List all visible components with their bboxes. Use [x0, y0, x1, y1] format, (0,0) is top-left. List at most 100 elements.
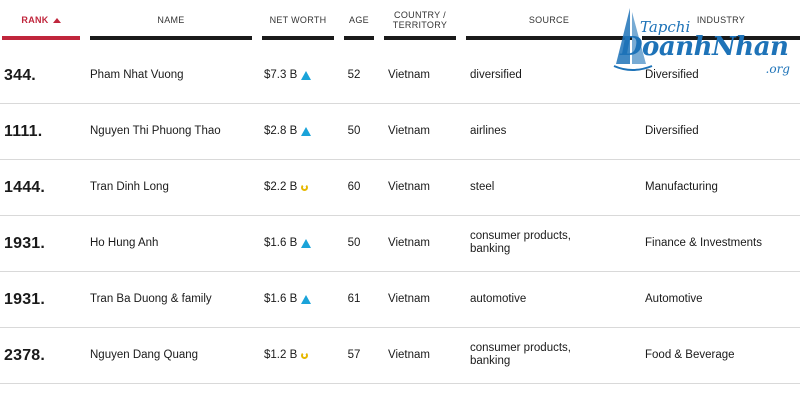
sort-ascending-icon	[52, 17, 61, 23]
column-header-age[interactable]: AGE	[344, 0, 374, 40]
header-underline	[262, 36, 334, 40]
age-cell: 60	[347, 180, 361, 193]
industry-cell: Automotive	[645, 292, 703, 305]
name-header-label: NAME	[157, 15, 185, 25]
source-line1: airlines	[470, 124, 507, 137]
net-worth-value: $1.6 B	[264, 292, 298, 305]
source-cell: consumer products, banking	[470, 215, 636, 271]
industry-cell: Diversified	[645, 124, 699, 137]
table-row[interactable]: 1931. Tran Ba Duong & family $1.6 B 61 Vietn…	[0, 271, 800, 328]
flat-icon	[301, 351, 309, 359]
net-worth-value: $7.3 B	[264, 68, 298, 81]
table-row[interactable]: 1111. Nguyen Thi Phuong Thao $2.8 B 50 Vietn…	[0, 103, 800, 160]
header-underline	[90, 36, 252, 40]
column-header-country[interactable]: COUNTRY / TERRITORY	[384, 0, 456, 40]
billionaires-table: RANK NAME NET WORTH AGE COUNTRY / TERRIT…	[0, 0, 800, 384]
up-icon	[301, 70, 312, 80]
age-cell: 50	[347, 124, 361, 137]
age-cell: 61	[347, 292, 361, 305]
industry-cell: Food & Beverage	[645, 348, 735, 361]
source-line1: consumer products,	[470, 342, 571, 354]
person-name-link[interactable]: Tran Dinh Long	[90, 180, 169, 193]
source-cell: diversified	[470, 47, 636, 103]
net-worth-cell: $1.2 B	[264, 327, 340, 383]
source-line2: banking	[470, 355, 511, 367]
active-sort-bar	[2, 36, 80, 40]
person-name-link[interactable]: Nguyen Thi Phuong Thao	[90, 124, 221, 137]
industry-cell: Diversified	[645, 68, 699, 81]
source-cell: steel	[470, 159, 636, 215]
person-name-link[interactable]: Nguyen Dang Quang	[90, 348, 199, 361]
column-header-rank[interactable]: RANK	[2, 0, 80, 40]
country-cell: Vietnam	[388, 68, 430, 81]
net-worth-cell: $2.8 B	[264, 103, 340, 159]
table-row[interactable]: 2378. Nguyen Dang Quang $1.2 B 57 Vietnam con…	[0, 327, 800, 384]
table-header: RANK NAME NET WORTH AGE COUNTRY / TERRIT…	[0, 0, 800, 40]
header-underline	[384, 36, 456, 40]
table-row[interactable]: 1931. Ho Hung Anh $1.6 B 50 Vietnam consumer …	[0, 215, 800, 272]
rank-cell: 1444.	[4, 178, 46, 196]
name-cell[interactable]: Ho Hung Anh	[90, 215, 260, 271]
rank-cell: 1931.	[4, 234, 46, 252]
source-line1: diversified	[470, 68, 522, 81]
industry-header-label: INDUSTRY	[696, 15, 746, 25]
rank-cell: 1931.	[4, 290, 46, 308]
net-worth-value: $2.2 B	[264, 180, 298, 193]
age-cell: 57	[347, 348, 361, 361]
country-cell: Vietnam	[388, 124, 430, 137]
up-icon	[301, 294, 312, 304]
header-underline	[642, 36, 800, 40]
country-cell: Vietnam	[388, 292, 430, 305]
rank-cell: 1111.	[4, 122, 43, 140]
country-header-line2: TERRITORY	[392, 20, 448, 30]
name-cell[interactable]: Tran Ba Duong & family	[90, 271, 260, 327]
header-underline	[466, 36, 632, 40]
net-worth-value: $1.6 B	[264, 236, 298, 249]
net-worth-cell: $1.6 B	[264, 215, 340, 271]
age-header-label: AGE	[349, 15, 369, 25]
source-header-label: SOURCE	[528, 15, 570, 25]
table-row[interactable]: 1444. Tran Dinh Long $2.2 B 60 Vietnam steel M…	[0, 159, 800, 216]
rank-header-label: RANK	[21, 15, 49, 25]
industry-cell: Manufacturing	[645, 180, 718, 193]
age-cell: 50	[347, 236, 361, 249]
age-cell: 52	[347, 68, 361, 81]
source-line1: steel	[470, 180, 495, 193]
source-line2: banking	[470, 243, 511, 255]
table-row[interactable]: 344. Pham Nhat Vuong $7.3 B 52 Vietnam divers…	[0, 47, 800, 104]
up-icon	[301, 126, 312, 136]
country-cell: Vietnam	[388, 180, 430, 193]
country-header-line1: COUNTRY /	[394, 10, 446, 20]
column-header-industry[interactable]: INDUSTRY	[642, 0, 800, 40]
flat-icon	[301, 183, 309, 191]
industry-cell: Finance & Investments	[645, 236, 762, 249]
name-cell[interactable]: Nguyen Dang Quang	[90, 327, 260, 383]
source-line1: automotive	[470, 292, 527, 305]
net-worth-cell: $7.3 B	[264, 47, 340, 103]
column-header-name[interactable]: NAME	[90, 0, 252, 40]
net-worth-value: $2.8 B	[264, 124, 298, 137]
up-icon	[301, 238, 312, 248]
name-cell[interactable]: Tran Dinh Long	[90, 159, 260, 215]
country-cell: Vietnam	[388, 236, 430, 249]
net-worth-header-label: NET WORTH	[269, 15, 327, 25]
person-name-link[interactable]: Tran Ba Duong & family	[90, 292, 212, 305]
source-cell: airlines	[470, 103, 636, 159]
column-header-net-worth[interactable]: NET WORTH	[262, 0, 334, 40]
country-cell: Vietnam	[388, 348, 430, 361]
rank-cell: 2378.	[4, 346, 46, 364]
person-name-link[interactable]: Pham Nhat Vuong	[90, 68, 184, 81]
header-underline	[344, 36, 374, 40]
name-cell[interactable]: Pham Nhat Vuong	[90, 47, 260, 103]
net-worth-cell: $2.2 B	[264, 159, 340, 215]
country-header-label: COUNTRY / TERRITORY	[393, 10, 447, 30]
column-header-source[interactable]: SOURCE	[466, 0, 632, 40]
source-line1: consumer products,	[470, 230, 571, 242]
net-worth-value: $1.2 B	[264, 348, 298, 361]
source-cell: consumer products, banking	[470, 327, 636, 383]
net-worth-cell: $1.6 B	[264, 271, 340, 327]
name-cell[interactable]: Nguyen Thi Phuong Thao	[90, 103, 260, 159]
rank-cell: 344.	[4, 66, 36, 84]
person-name-link[interactable]: Ho Hung Anh	[90, 236, 159, 249]
source-cell: automotive	[470, 271, 636, 327]
